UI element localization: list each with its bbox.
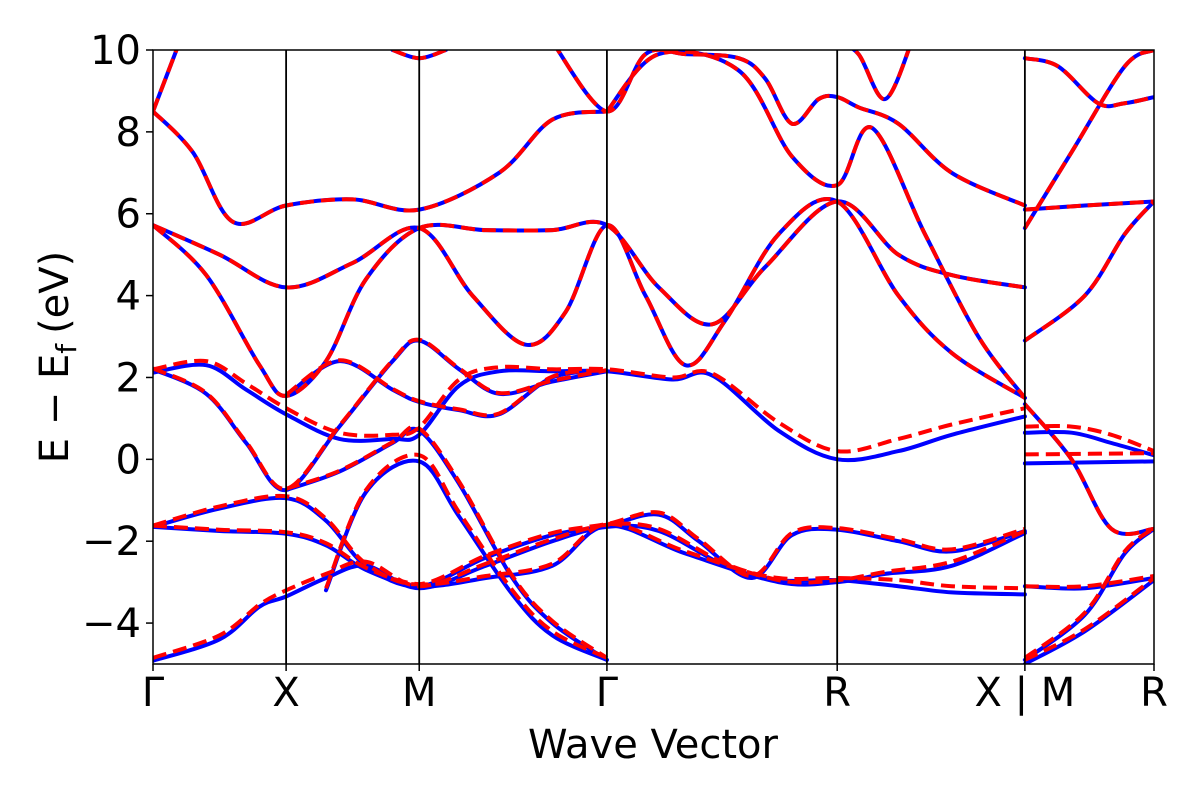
y-tick-label: 6: [116, 192, 141, 238]
x-tick-label: X: [272, 670, 299, 716]
solid-band-0: [153, 523, 1027, 663]
high-symmetry-lines: [285, 50, 1026, 664]
solid-band-4: [153, 338, 609, 493]
dashed-band-21: [1024, 451, 1154, 457]
dashed-band-15: [851, 50, 911, 102]
x-axis-title: Wave Vector: [528, 722, 779, 768]
dashed-band-2: [153, 493, 1026, 587]
dashed-band-8: [153, 199, 1026, 398]
x-tick-label: Γ: [596, 670, 619, 716]
dashed-band-20: [1024, 423, 1154, 453]
x-axis-ticks: Γ X M Γ R X | M R: [142, 664, 1168, 716]
plot-frame: [152, 49, 1155, 665]
y-axis-ticks: −4 −2 0 2 4 6 8 10: [82, 28, 153, 647]
y-axis-title-subscript: f: [50, 343, 83, 354]
dashed-band-23: [1024, 574, 1154, 589]
x-tick-label: X | M: [974, 670, 1075, 716]
y-tick-label: 10: [90, 28, 141, 74]
y-axis-title-main: E − E: [32, 354, 78, 464]
dashed-band-4: [153, 337, 608, 491]
dashed-band-14: [605, 50, 1027, 400]
dashed-band-13: [555, 50, 1026, 208]
dashed-band-9: [153, 197, 1026, 400]
plot-area: [153, 50, 1154, 664]
dashed-band-11: [153, 50, 179, 113]
solid-band-8: [153, 199, 1027, 398]
y-tick-label: −4: [82, 601, 141, 647]
solid-band-1: [153, 523, 1027, 589]
solid-band-20: [1022, 429, 1154, 458]
x-tick-label: M: [402, 670, 437, 716]
dashed-band-1: [153, 521, 1026, 587]
x-tick-label: R: [1140, 670, 1168, 716]
dashed-band-18: [1023, 50, 1154, 230]
dashed-band-25: [1023, 526, 1154, 660]
y-tick-label: −2: [82, 519, 141, 565]
dashed-band-10: [153, 109, 608, 226]
solid-band-23: [1022, 576, 1154, 591]
bands-series-solid: [153, 50, 1154, 664]
dashed-band-24: [1023, 576, 1154, 662]
dashed-band-16: [1024, 56, 1154, 109]
dashed-band-7: [324, 452, 608, 660]
x-tick-label: Γ: [142, 670, 165, 716]
dashed-band-17: [1024, 199, 1154, 212]
bands-series-dashed: [153, 50, 1154, 662]
y-axis-title-unit: (eV): [32, 251, 78, 334]
dashed-band-19: [1023, 200, 1154, 343]
dashed-band-6: [285, 424, 609, 660]
dashed-band-5: [284, 358, 608, 418]
y-tick-label: 8: [116, 110, 141, 156]
y-tick-label: 2: [116, 355, 141, 401]
x-tick-label: R: [823, 670, 851, 716]
y-tick-label: 4: [116, 274, 141, 320]
solid-band-19: [1022, 199, 1154, 343]
solid-band-16: [1022, 56, 1154, 109]
solid-band-3: [153, 362, 1027, 463]
y-axis-title: E − Ef (eV): [32, 251, 83, 464]
dashed-band-22: [1023, 402, 1154, 536]
solid-band-21: [1022, 459, 1154, 466]
dashed-band-0: [153, 521, 1025, 660]
solid-band-9: [153, 197, 1027, 400]
y-tick-label: 0: [116, 437, 141, 483]
